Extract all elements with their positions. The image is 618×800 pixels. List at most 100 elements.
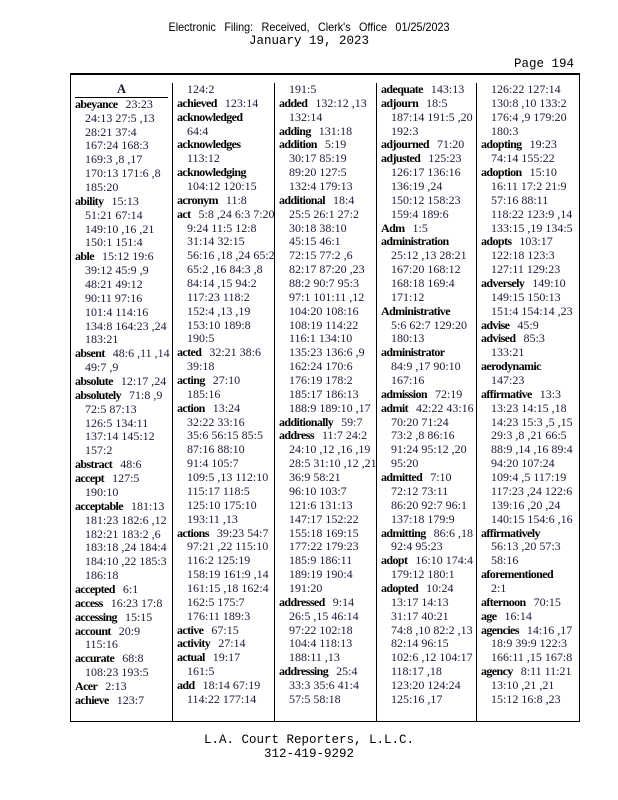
reporter-company: L.A. Court Reporters, L.L.C. <box>203 733 415 747</box>
page-line-references: 168:18 169:4 <box>391 276 455 291</box>
index-entry-line: 26:5 ,15 46:14 <box>279 609 375 624</box>
page-line-references: 84:14 ,15 94:2 <box>187 276 257 291</box>
page-line-references: 177:22 179:23 <box>289 539 359 554</box>
index-entry-line: absolute 12:17 ,24 <box>75 374 172 389</box>
index-entry-line: 88:2 90:7 95:3 <box>279 276 375 291</box>
page-line-references: 88:2 90:7 95:3 <box>289 276 360 291</box>
page-line-references: 125:23 <box>428 151 462 166</box>
index-entry-line: 114:22 177:14 <box>177 692 273 707</box>
index-entry-line: 140:15 154:6 ,16 <box>481 512 577 527</box>
page-line-references: 109:5 ,13 112:10 <box>187 470 269 485</box>
index-entry-line: admission 72:19 <box>381 387 477 402</box>
index-entry-line: 29:3 ,8 ,21 66:5 <box>481 429 577 443</box>
page-line-references: 104:20 108:16 <box>289 303 359 318</box>
page-line-references: 91:4 105:7 <box>187 456 239 471</box>
index-term: added <box>279 95 308 110</box>
index-entry-line: 139:16 ,20 ,24 <box>481 497 577 513</box>
page-line-references: 48:21 49:12 <box>85 277 143 292</box>
index-entry-line: 36:9 58:21 <box>279 470 375 485</box>
page-line-references: 190:10 <box>85 484 119 499</box>
page-line-references: 113:12 <box>187 151 220 166</box>
index-term: achieve <box>75 692 109 707</box>
index-entry-line: 39:12 45:9 ,9 <box>75 263 172 278</box>
page-line-references: 161:5 <box>187 664 215 679</box>
index-entry-line: 57:16 88:11 <box>481 193 577 208</box>
index-entry-line: administration <box>381 235 477 249</box>
index-entry-line: 149:15 150:13 <box>481 290 577 305</box>
index-term: ability <box>75 193 104 208</box>
index-entry-line: acronym 11:8 <box>177 193 273 208</box>
index-entry-line: 92:4 95:23 <box>381 539 477 554</box>
page-line-references: 5:8 ,24 6:3 7:20 <box>198 206 275 221</box>
index-entry-line: 133:15 ,19 134:5 <box>481 221 577 236</box>
page-line-references: 149:10 ,16 ,21 <box>85 221 155 236</box>
index-entry-line: 97:1 101:11 ,12 <box>279 290 375 305</box>
page-line-references: 109:4 ,5 117:19 <box>491 470 567 485</box>
index-entry-line: 18:9 39:9 122:3 <box>481 636 577 651</box>
index-entry-line: 2:1 <box>481 580 577 596</box>
index-entry-line: 82:14 96:15 <box>381 636 477 651</box>
page-line-references: 161:15 ,18 162:4 <box>187 580 269 595</box>
page-line-references: 82:14 96:15 <box>391 636 449 651</box>
index-entry-line: absolutely 71:8 ,9 <box>75 388 172 403</box>
index-term: acceptable <box>75 498 124 513</box>
index-term: acting <box>177 373 205 388</box>
index-entry-line: acting 27:10 <box>177 373 273 388</box>
page-line-references: 64:4 <box>187 123 209 138</box>
page-line-references: 85:3 <box>523 331 545 346</box>
page-line-references: 188:11 ,13 <box>289 650 340 665</box>
section-letter: A <box>75 82 168 98</box>
page-line-references: 10:24 <box>426 580 454 595</box>
index-entry-line: 185:16 <box>177 387 273 402</box>
index-entry-line: 13:10 ,21 ,21 <box>481 678 577 693</box>
index-entry-line: 25:5 26:1 27:2 <box>279 207 375 222</box>
page-line-references: 39:18 <box>187 359 215 374</box>
index-entry-line: absent 48:6 ,11 ,14 <box>75 346 172 361</box>
index-entry-line: activity 27:14 <box>177 636 273 651</box>
page-line-references: 97:21 ,22 115:10 <box>187 539 269 554</box>
page-line-references: 139:16 ,20 ,24 <box>491 497 561 512</box>
page-line-references: 2:1 <box>491 580 507 595</box>
page-line-references: 32:21 38:6 <box>209 345 261 360</box>
page-line-references: 191:5 <box>289 82 317 96</box>
index-entry-line: adding 131:18 <box>279 124 375 139</box>
index-entry-line: affirmatively <box>481 526 577 541</box>
page-line-references: 70:15 <box>533 594 561 609</box>
index-entry-line: 101:4 114:16 <box>75 305 172 320</box>
page-line-references: 13:3 <box>539 386 562 401</box>
page-line-references: 123:14 <box>224 95 259 110</box>
index-entry-line: 157:2 <box>75 443 172 458</box>
index-entry-line: 188:11 ,13 <box>279 650 375 665</box>
index-entry-line: 180:3 <box>481 124 577 139</box>
page-line-references: 6:1 <box>122 581 139 596</box>
page-line-references: 9:24 11:5 12:8 <box>187 220 257 235</box>
page-line-references: 176:11 189:3 <box>187 608 251 623</box>
page-line-references: 135:23 136:6 ,9 <box>289 345 365 360</box>
index-entry-line: accurate 68:8 <box>75 651 172 666</box>
index-entry-line: advise 45:9 <box>481 318 577 333</box>
page-line-references: 124:2 <box>187 82 215 96</box>
page-line-references: 137:14 145:12 <box>85 429 155 444</box>
index-entry-line: adopts 103:17 <box>481 235 577 249</box>
page-line-references: 95:20 <box>391 456 419 471</box>
page-line-references: 24:10 ,12 ,16 ,19 <box>289 442 371 457</box>
page-line-references: 102:6 ,12 104:17 <box>391 650 473 665</box>
index-entry-line: 183:18 ,24 184:4 <box>75 540 172 555</box>
index-entry-line: 182:21 183:2 ,6 <box>75 527 172 542</box>
index-entry-line: 147:17 152:22 <box>279 512 375 527</box>
index-entry-line: address 11:7 24:2 <box>279 429 375 443</box>
index-entry-line: admitted 7:10 <box>381 470 477 485</box>
index-entry-line: 132:14 <box>279 110 375 125</box>
page-line-references: 170:13 171:6 ,8 <box>85 166 161 181</box>
index-entry-line: 96:10 103:7 <box>279 484 375 499</box>
index-entry-line: addition 5:19 <box>279 138 375 152</box>
index-entry-line: 121:6 131:13 <box>279 498 375 513</box>
page-line-references: 103:17 <box>519 234 553 249</box>
page-line-references: 16:11 17:2 21:9 <box>491 179 567 194</box>
index-entry-line: 74:14 155:22 <box>481 151 577 166</box>
index-entry-line: 168:18 169:4 <box>381 276 477 291</box>
index-entry-line: accessing 15:15 <box>75 610 172 625</box>
page-line-references: 27:14 <box>218 636 246 651</box>
page-line-references: 24:13 27:5 ,13 <box>85 110 155 125</box>
index-entry-line: 181:23 182:6 ,12 <box>75 513 172 528</box>
